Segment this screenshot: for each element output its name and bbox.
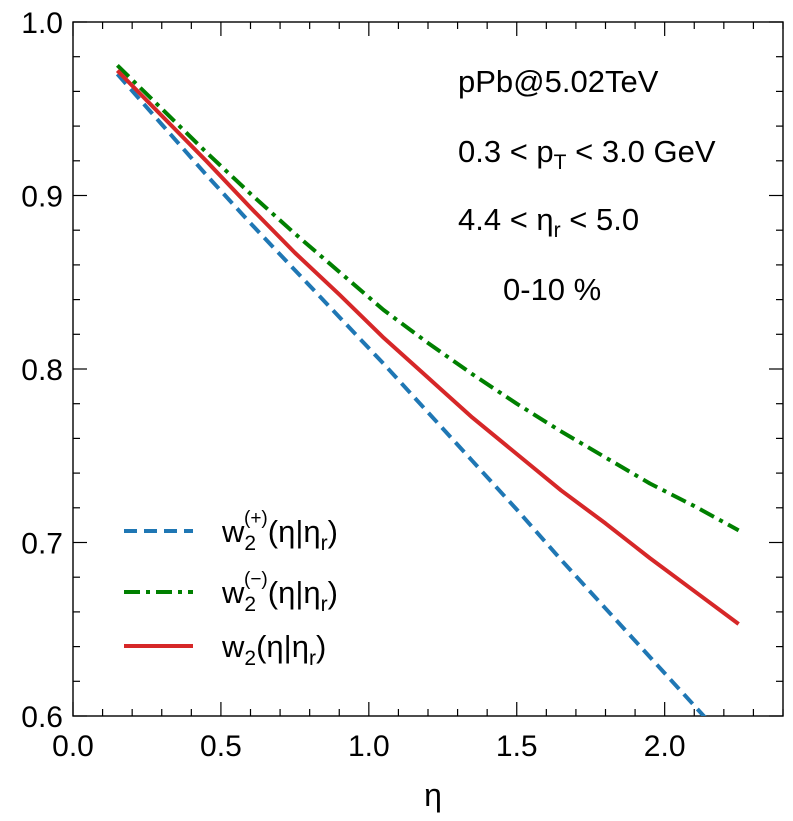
x-tick-label: 1.0	[348, 730, 390, 763]
annotation-pt: 0.3 < pT < 3.0 GeV	[458, 134, 716, 174]
y-tick-label: 0.8	[21, 354, 63, 387]
legend: w2(+)(η|ηr) w2(−)(η|ηr) w2(η|ηr)	[124, 508, 338, 670]
tick-labels: 0.0 0.5 1.0 1.5 2.0 0.6 0.7 0.8 0.9 1.0	[21, 7, 685, 763]
x-tick-label: 0.0	[52, 730, 94, 763]
legend-label: w2(−)(η|ηr)	[221, 569, 338, 616]
legend-label: w2(η|ηr)	[221, 629, 326, 670]
x-tick-label: 1.5	[496, 730, 538, 763]
y-tick-label: 0.7	[21, 528, 63, 561]
data-series	[115, 63, 740, 716]
x-tick-label: 2.0	[644, 730, 686, 763]
series-line	[115, 72, 707, 716]
annotations: pPb@5.02TeV 0.3 < pT < 3.0 GeV 4.4 < ηr < …	[458, 64, 716, 307]
legend-label: w2(+)(η|ηr)	[221, 508, 338, 555]
series-line	[115, 63, 740, 533]
x-tick-label: 0.5	[200, 730, 242, 763]
annotation-centrality: 0-10 %	[503, 272, 601, 307]
series-line	[115, 69, 740, 626]
y-tick-label: 0.6	[21, 701, 63, 734]
annotation-eta: 4.4 < ηr < 5.0	[458, 202, 639, 242]
y-tick-label: 0.9	[21, 181, 63, 214]
x-axis-title: η	[424, 777, 442, 813]
axis-ticks	[72, 21, 784, 717]
annotation-system: pPb@5.02TeV	[458, 64, 659, 99]
y-tick-label: 1.0	[21, 7, 63, 40]
